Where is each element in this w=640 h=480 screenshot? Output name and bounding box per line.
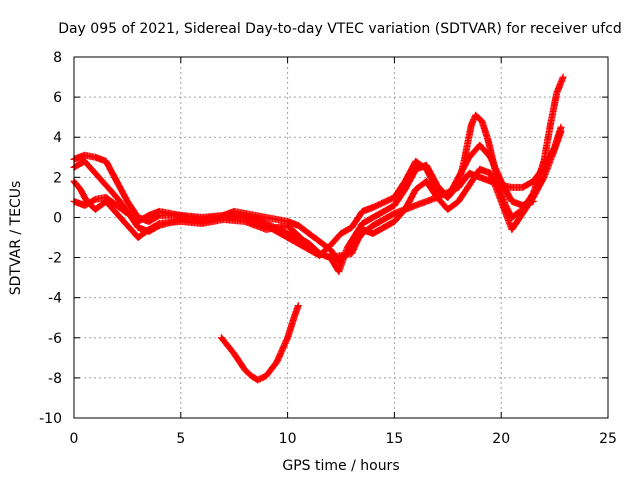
x-tick-label: 5 xyxy=(176,431,185,447)
y-tick-label: -4 xyxy=(48,291,62,307)
y-tick-label: 2 xyxy=(53,170,62,186)
series-track-5 xyxy=(217,302,302,384)
plot-area xyxy=(70,73,567,384)
series-markers xyxy=(217,302,302,384)
y-tick-label: -6 xyxy=(48,331,62,347)
chart-title: Day 095 of 2021, Sidereal Day-to-day VTE… xyxy=(58,21,622,37)
x-axis-label: GPS time / hours xyxy=(282,458,399,474)
y-tick-label: -10 xyxy=(39,411,62,427)
x-tick-label: 25 xyxy=(599,431,617,447)
y-tick-label: 8 xyxy=(53,50,62,66)
x-tick-label: 10 xyxy=(279,431,297,447)
x-tick-label: 15 xyxy=(385,431,403,447)
y-tick-label: -2 xyxy=(48,251,62,267)
y-tick-label: 0 xyxy=(53,210,62,226)
y-tick-label: -8 xyxy=(48,371,62,387)
y-tick-label: 6 xyxy=(53,90,62,106)
y-tick-label: 4 xyxy=(53,130,62,146)
plot-frame xyxy=(73,56,609,419)
x-tick-label: 20 xyxy=(492,431,510,447)
axis-ticks: 0 5 10 15 20 25 -10 -8 -6 -4 -2 0 2 4 6 8 xyxy=(39,50,617,447)
y-axis-label: SDTVAR / TECUs xyxy=(8,181,24,296)
x-tick-label: 0 xyxy=(70,431,79,447)
grid xyxy=(74,57,608,418)
